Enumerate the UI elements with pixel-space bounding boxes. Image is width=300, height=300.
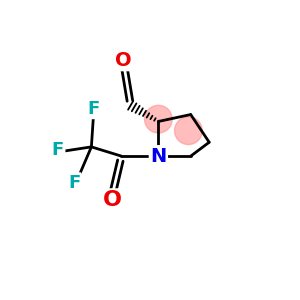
Circle shape — [175, 117, 202, 145]
Text: F: F — [52, 141, 64, 159]
Text: N: N — [150, 147, 167, 166]
Text: O: O — [116, 51, 132, 70]
Circle shape — [145, 105, 172, 133]
Text: O: O — [103, 190, 122, 210]
Text: F: F — [68, 174, 80, 192]
Text: F: F — [88, 100, 100, 118]
